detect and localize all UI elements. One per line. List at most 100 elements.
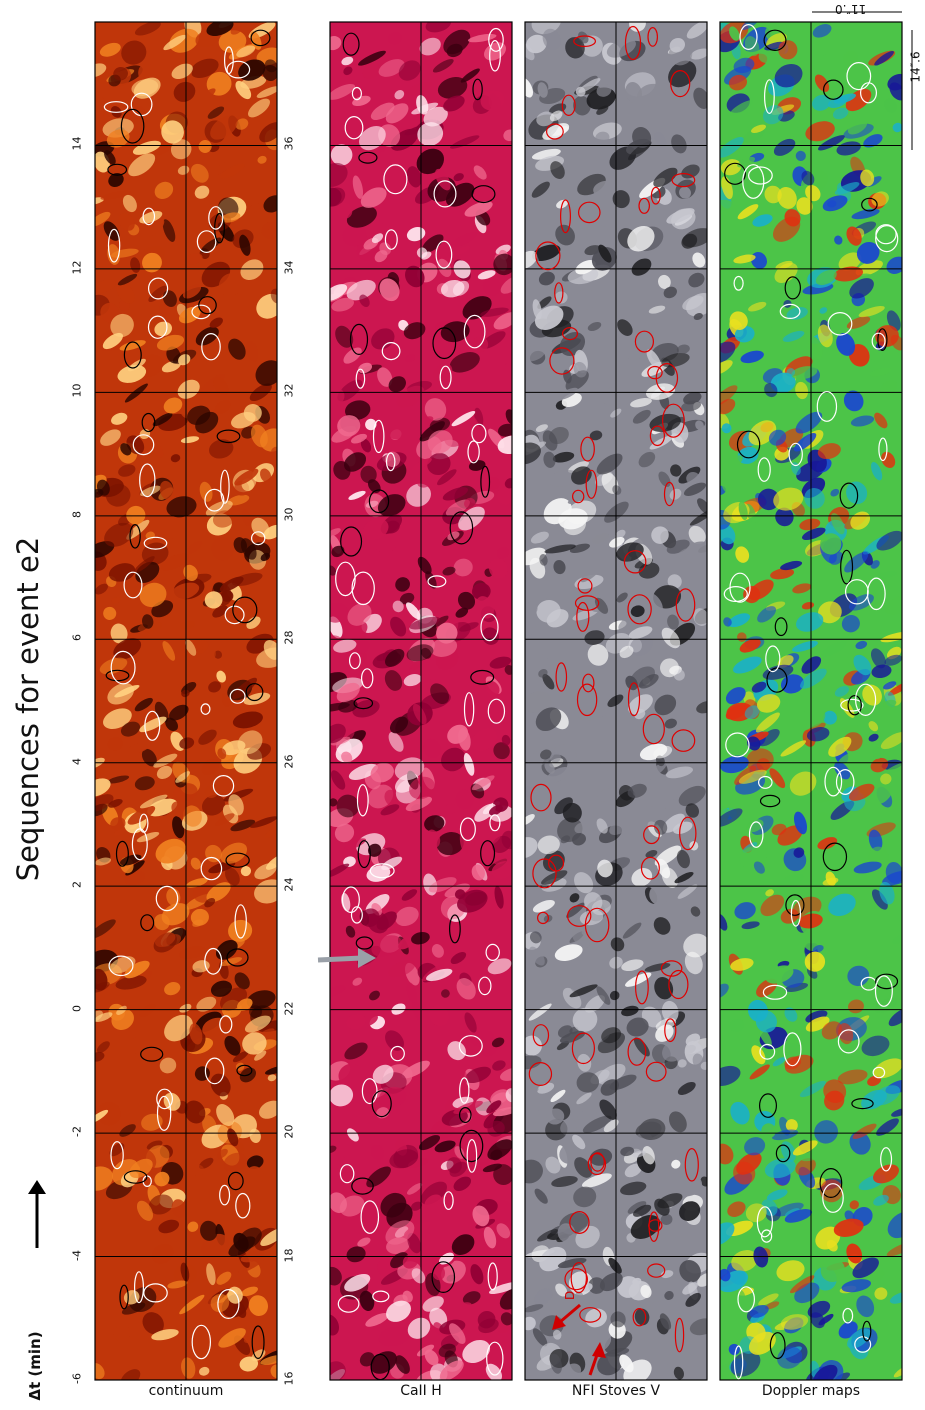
contour <box>459 1129 484 1163</box>
contour <box>487 698 506 724</box>
contour <box>472 78 483 101</box>
contour <box>871 332 886 350</box>
contour <box>627 1037 647 1066</box>
contour <box>576 683 598 717</box>
contour <box>110 650 136 685</box>
contour <box>371 1090 392 1118</box>
dt-tick-text: 4 <box>70 757 84 765</box>
contour <box>143 1283 168 1303</box>
contour <box>847 695 862 716</box>
contour <box>624 25 642 61</box>
contour <box>783 1032 802 1067</box>
contour <box>627 594 652 625</box>
contour <box>480 465 491 498</box>
dt-tick-text: 8 <box>70 510 84 518</box>
dt-axis-label-wrap: Δt (min) <box>20 1331 50 1402</box>
contour <box>725 732 750 758</box>
contour <box>214 212 225 244</box>
contour <box>854 683 877 717</box>
contour <box>200 856 223 881</box>
contour <box>384 229 398 250</box>
contour <box>769 1332 786 1360</box>
contour <box>627 682 641 717</box>
contour <box>535 241 561 271</box>
contour <box>875 225 899 253</box>
contour <box>148 277 169 300</box>
contour <box>647 365 663 380</box>
frame-grid <box>94 21 903 1381</box>
contour <box>877 328 888 352</box>
contour <box>349 323 369 355</box>
contour <box>528 1061 553 1086</box>
frame-tick-label: 28 <box>274 631 304 645</box>
contour <box>232 596 258 624</box>
contour <box>822 79 844 100</box>
dt-tick-text: 12 <box>70 260 84 275</box>
contour <box>861 197 878 212</box>
dt-tick-label: -6 <box>62 1372 92 1385</box>
contour <box>339 1164 355 1184</box>
contour <box>779 303 801 319</box>
contour <box>757 457 771 482</box>
contour <box>645 1061 667 1082</box>
contour <box>758 1093 777 1118</box>
frame-tick-label: 20 <box>274 1125 304 1139</box>
contour <box>875 224 897 245</box>
contour <box>204 1057 225 1085</box>
frame-tick-label: 32 <box>274 384 304 398</box>
contour <box>119 1284 129 1310</box>
contour <box>471 185 496 204</box>
contour <box>143 536 168 550</box>
dt-tick-label: -2 <box>62 1125 92 1138</box>
contour <box>216 429 241 444</box>
dt-tick-label: 10 <box>62 384 92 398</box>
contour <box>219 1184 231 1206</box>
contour <box>573 35 596 47</box>
contour <box>140 1046 164 1062</box>
contour <box>549 347 575 375</box>
contour <box>251 531 266 546</box>
frame-tick-text: 34 <box>282 260 296 275</box>
contour <box>675 588 696 622</box>
contour <box>579 1307 602 1323</box>
contour <box>196 230 217 254</box>
contour <box>839 482 859 509</box>
dt-tick-label: -4 <box>62 1249 92 1262</box>
dt-tick-text: 14 <box>70 136 84 151</box>
contour <box>470 669 495 685</box>
contour <box>110 1141 124 1170</box>
contour <box>390 1045 405 1062</box>
frame-tick-text: 24 <box>282 877 296 892</box>
contour <box>574 595 600 611</box>
contour <box>759 794 781 808</box>
frame-tick-text: 20 <box>282 1124 296 1139</box>
contour <box>120 108 145 144</box>
contour <box>341 886 360 913</box>
horizontal-scale-label: 11″.0 <box>835 2 867 16</box>
contour <box>733 1345 744 1380</box>
contour <box>351 1177 374 1195</box>
contour <box>361 668 374 689</box>
frame-tick-label: 34 <box>274 260 304 274</box>
annotation-arrows: D <box>317 11 913 1376</box>
contour <box>763 29 787 51</box>
contour <box>643 825 660 845</box>
marker-d-label: D <box>563 1291 577 1300</box>
contour <box>449 511 474 545</box>
contour <box>344 115 364 140</box>
contour <box>837 1029 860 1054</box>
contour <box>724 162 746 185</box>
contour <box>671 173 696 188</box>
contour <box>784 276 802 300</box>
contour <box>572 489 585 504</box>
contour <box>123 341 142 369</box>
contour <box>842 1307 854 1324</box>
dt-tick-label: 14 <box>62 137 92 151</box>
contour <box>662 403 685 438</box>
frame-tick-label: 30 <box>274 507 304 521</box>
panel-doppler <box>720 22 902 1380</box>
gray-arrow-icon <box>358 948 376 968</box>
contour <box>335 561 356 597</box>
contour <box>471 423 487 444</box>
